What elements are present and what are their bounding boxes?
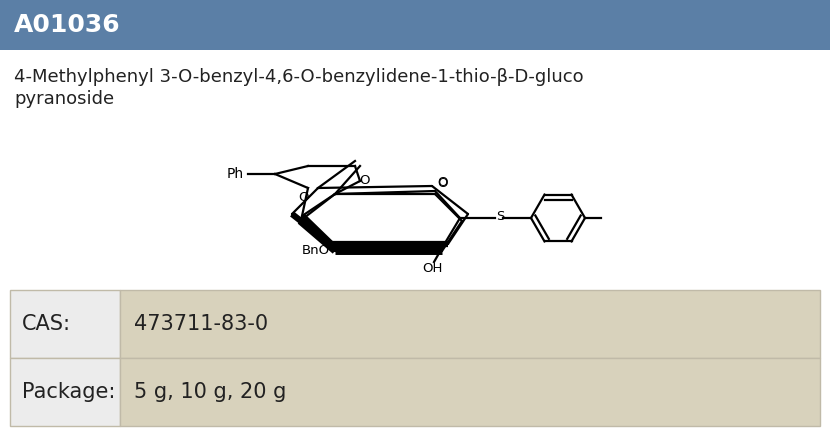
- Text: pyranoside: pyranoside: [14, 90, 114, 108]
- Text: O: O: [437, 176, 447, 189]
- FancyBboxPatch shape: [10, 358, 120, 426]
- Text: O: O: [298, 191, 308, 204]
- Text: S: S: [496, 211, 505, 224]
- Text: Package:: Package:: [22, 382, 115, 402]
- Text: O: O: [437, 177, 447, 190]
- Text: 473711-83-0: 473711-83-0: [134, 314, 268, 334]
- FancyBboxPatch shape: [0, 0, 830, 50]
- Text: O: O: [359, 174, 369, 187]
- FancyBboxPatch shape: [120, 290, 820, 358]
- FancyBboxPatch shape: [10, 290, 120, 358]
- Text: 4-Methylphenyl 3-O-benzyl-4,6-O-benzylidene-1-thio-β-D-gluco: 4-Methylphenyl 3-O-benzyl-4,6-O-benzylid…: [14, 68, 583, 86]
- Text: BnO: BnO: [302, 243, 330, 256]
- Text: 5 g, 10 g, 20 g: 5 g, 10 g, 20 g: [134, 382, 286, 402]
- Text: CAS:: CAS:: [22, 314, 71, 334]
- FancyBboxPatch shape: [120, 358, 820, 426]
- Text: Ph: Ph: [227, 167, 244, 181]
- Text: OH: OH: [422, 262, 442, 275]
- Text: A01036: A01036: [14, 13, 120, 37]
